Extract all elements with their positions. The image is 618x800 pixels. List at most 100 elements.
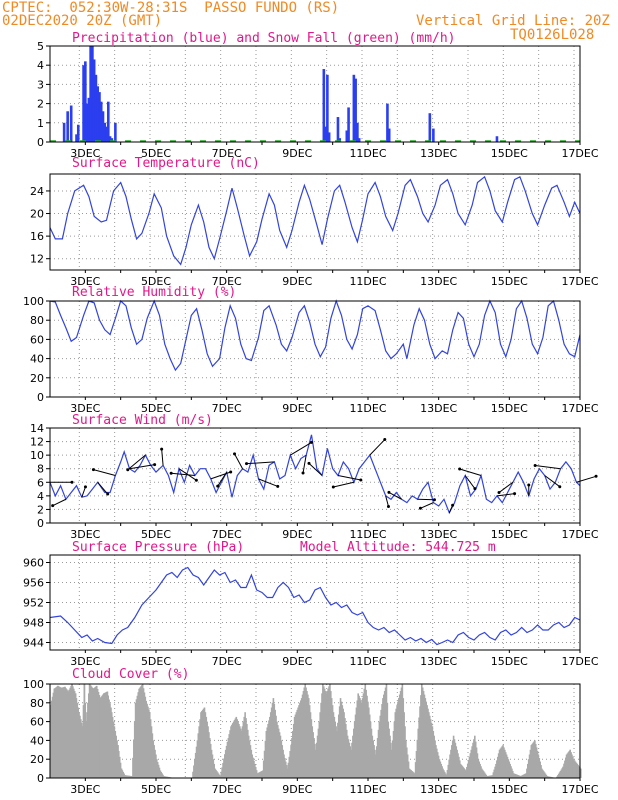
cloud-cover-bar	[157, 764, 160, 778]
cloud-cover-bar	[121, 770, 124, 778]
cloud-cover-bar	[322, 684, 324, 778]
cloud-cover-bar	[214, 768, 216, 778]
cloud-cover-bar	[436, 752, 439, 778]
precipitation-bar	[99, 101, 103, 142]
wind-arrow	[535, 464, 561, 470]
cloud-cover-bar	[292, 731, 294, 778]
cloud-cover-bar	[86, 712, 88, 778]
cloud-cover-bar	[206, 721, 208, 778]
cloud-cover-bar	[377, 729, 380, 778]
cloud-cover-bar	[231, 724, 233, 778]
cloud-cover-bar	[87, 702, 89, 778]
cloud-cover-bar	[382, 698, 384, 778]
cloud-cover-bar	[519, 776, 522, 778]
cloud-cover-bar	[417, 728, 420, 778]
cloud-cover-bar	[87, 693, 90, 778]
cloud-cover-bar	[66, 690, 69, 778]
cloud-cover-bar	[360, 700, 362, 778]
cloud-cover-bar	[317, 728, 320, 778]
cloud-cover-bar	[548, 776, 550, 778]
x-tick-label: 13DEC	[420, 528, 457, 541]
wind-arrow	[459, 468, 482, 476]
cloud-cover-bar	[467, 760, 470, 778]
cloud-cover-bar	[523, 774, 526, 778]
precipitation-bar	[352, 74, 356, 142]
cloud-cover-bar	[439, 761, 442, 778]
cloud-cover-bar	[240, 731, 243, 778]
cloud-cover-bar	[440, 763, 443, 778]
cloud-cover-bar	[92, 688, 94, 778]
cloud-cover-bar	[155, 754, 157, 778]
x-tick-label: 15DEC	[491, 528, 528, 541]
cloud-cover-bar	[524, 773, 526, 778]
cloud-cover-bar	[560, 769, 563, 778]
cloud-cover-bar	[75, 698, 78, 778]
y-tick-label: 948	[23, 617, 44, 630]
cloud-cover-bar	[399, 691, 402, 778]
precipitation-bar	[89, 46, 92, 142]
y-tick-label: 2	[37, 98, 44, 111]
cloud-cover-bar	[130, 776, 132, 778]
cloud-cover-bar	[90, 686, 93, 778]
cloud-cover-bar	[269, 712, 272, 778]
cloud-cover-bar	[294, 714, 297, 778]
cloud-cover-bar	[443, 771, 446, 778]
cloud-cover-bar	[230, 726, 232, 778]
x-tick-label: 3DEC	[70, 528, 100, 541]
y-tick-label: 3	[37, 78, 44, 91]
panel-title-pressure: Surface Pressure (hPa)	[72, 540, 245, 555]
cloud-cover-bar	[134, 702, 137, 778]
cloud-cover-bar	[563, 763, 565, 778]
cloud-cover-bar	[258, 772, 261, 778]
cloud-cover-bar	[280, 740, 283, 778]
cloud-cover-bar	[76, 702, 79, 778]
cloud-cover-bar	[103, 693, 105, 778]
cloud-cover-bar	[511, 770, 514, 778]
cloud-cover-bar	[324, 691, 327, 778]
precipitation-bar	[495, 136, 499, 142]
cloud-cover-bar	[454, 742, 457, 778]
precipitation-bar	[322, 69, 326, 142]
cloud-cover-bar	[493, 769, 496, 778]
cloud-cover-bar	[436, 748, 438, 778]
cloud-cover-bar	[379, 715, 382, 778]
cloud-cover-bar	[505, 754, 508, 778]
cloud-cover-bar	[220, 771, 223, 778]
cloud-cover-bar	[451, 740, 454, 778]
cloud-cover-bar	[50, 700, 53, 778]
y-tick-label: 80	[30, 697, 44, 710]
y-tick-label: 4	[37, 490, 44, 503]
precipitation-bar	[110, 138, 114, 142]
x-tick-label: 15DEC	[491, 655, 528, 668]
cloud-cover-bar	[437, 755, 440, 778]
cloud-cover-bar	[539, 761, 541, 778]
cloud-cover-bar	[363, 688, 366, 778]
cloud-cover-bar	[109, 703, 111, 778]
cloud-cover-bar	[83, 684, 86, 778]
cloud-cover-bar	[71, 684, 73, 778]
cloud-cover-bar	[371, 735, 374, 778]
cloud-cover-bar	[562, 766, 564, 778]
wind-arrow-head	[83, 485, 87, 489]
cloud-cover-bar	[542, 771, 545, 778]
cloud-cover-bar	[226, 741, 229, 778]
y-tick-label: 0	[37, 136, 44, 149]
cloud-cover-bar	[140, 685, 143, 778]
cloud-cover-bar	[418, 717, 420, 778]
cloud-cover-bar	[262, 760, 265, 778]
x-tick-label: 5DEC	[141, 147, 171, 160]
cloud-cover-bar	[430, 722, 433, 778]
precipitation-bar	[338, 138, 342, 142]
cloud-cover-bar	[70, 685, 72, 778]
cloud-cover-bar	[357, 693, 359, 778]
cloud-cover-bar	[453, 739, 456, 778]
wind-arrow	[52, 498, 67, 507]
cloud-cover-bar	[148, 712, 151, 778]
cloud-cover-bar	[403, 712, 405, 778]
y-tick-label: 5	[37, 40, 44, 53]
cloud-cover-bar	[211, 754, 214, 778]
cloud-cover-bar	[477, 759, 480, 778]
cloud-cover-bar	[476, 753, 479, 778]
cloud-cover-bar	[569, 749, 571, 778]
cloud-cover-bar	[200, 712, 202, 778]
